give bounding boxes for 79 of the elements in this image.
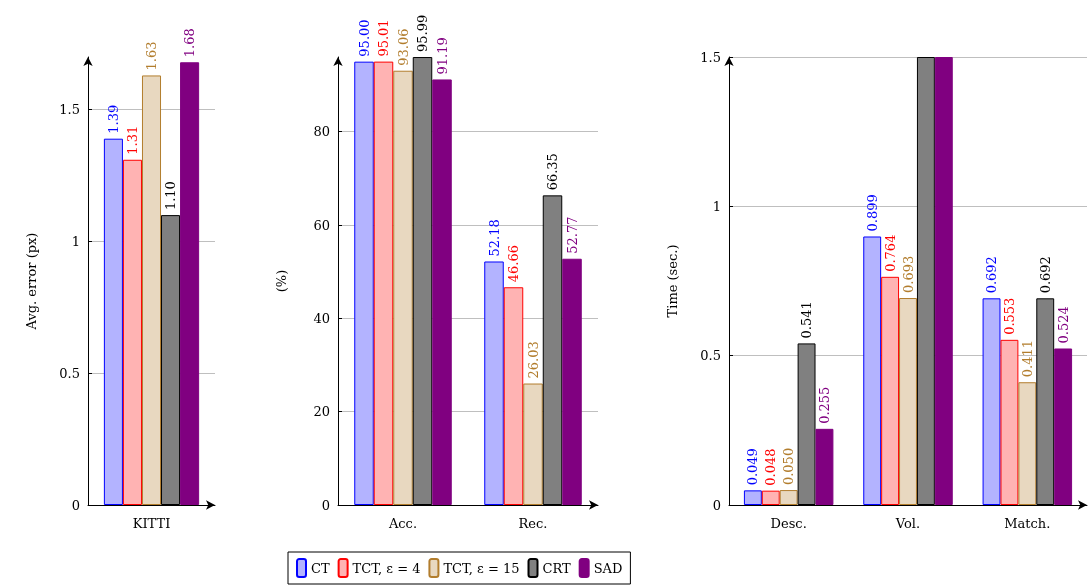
- data-label: 1.10: [163, 181, 179, 211]
- y-tick-label: 80: [313, 124, 330, 140]
- bar: [503, 287, 524, 505]
- y-tick-label: 1.5: [59, 102, 80, 118]
- x-tick-label: Rec.: [518, 516, 548, 531]
- data-label: 0.524: [1055, 306, 1071, 344]
- data-label: 0.048: [763, 448, 779, 486]
- data-label: 1.31: [124, 125, 140, 155]
- bar: [432, 79, 452, 505]
- bar: [1054, 348, 1073, 505]
- legend-label: TCT, ε = 4: [352, 560, 421, 576]
- data-label: 52.77: [564, 216, 580, 254]
- legend-label: TCT, ε = 15: [443, 560, 520, 576]
- bar: [743, 490, 762, 505]
- y-axis-title: Time (sec.): [665, 244, 680, 318]
- bar: [122, 159, 142, 505]
- data-label: 0.764: [882, 234, 898, 272]
- x-tick-label: Match.: [1004, 516, 1051, 531]
- data-label: 93.06: [395, 28, 411, 66]
- data-label: 95.00: [356, 19, 372, 57]
- x-tick-label: Vol.: [894, 516, 921, 531]
- bar: [373, 61, 394, 505]
- data-label: 0.255: [816, 386, 832, 424]
- y-tick-label: 1: [712, 198, 721, 214]
- y-tick-label: 60: [313, 217, 330, 233]
- data-label: 46.66: [506, 245, 521, 283]
- bar: [761, 490, 780, 505]
- y-tick-label: 0.5: [700, 348, 721, 364]
- bar: [523, 383, 543, 505]
- bar: [103, 138, 123, 505]
- data-label: 26.03: [525, 341, 541, 379]
- x-tick-label: Acc.: [387, 516, 418, 531]
- y-tick-label: 0: [71, 497, 80, 513]
- y-tick-label: 20: [313, 404, 330, 420]
- data-label: 0.553: [1001, 297, 1017, 335]
- bar: [934, 57, 953, 505]
- y-tick-label: 40: [313, 310, 330, 326]
- bar: [982, 298, 1001, 505]
- bar: [1000, 339, 1019, 505]
- data-label: 52.18: [486, 219, 502, 257]
- data-label: 0.899: [864, 194, 880, 232]
- y-tick-label: 1.5: [700, 49, 721, 65]
- bar: [815, 428, 834, 505]
- data-label: 0.692: [984, 256, 1000, 294]
- data-label: 1.63: [144, 41, 159, 71]
- data-label: 0.692: [1037, 256, 1053, 294]
- data-label: 91.19: [434, 37, 450, 75]
- y-tick-label: 0: [321, 497, 330, 513]
- y-tick-label: 0: [712, 497, 721, 513]
- data-label: 66.35: [545, 153, 560, 191]
- legend-label: CT: [311, 560, 330, 576]
- bar: [562, 258, 582, 505]
- data-label: 0.541: [799, 301, 815, 339]
- legend-label: SAD: [593, 560, 623, 576]
- y-axis-title: Avg. error (px): [24, 232, 39, 331]
- data-label: 95.01: [376, 19, 391, 57]
- y-tick-label: 1: [71, 233, 80, 249]
- bar: [881, 276, 900, 505]
- legend-label: CRT: [542, 560, 572, 576]
- data-label: 1.39: [105, 104, 121, 134]
- bar: [1018, 382, 1037, 505]
- x-tick-label: KITTI: [132, 516, 171, 531]
- data-label: 1.68: [182, 28, 198, 58]
- bar: [899, 298, 917, 505]
- bar: [779, 490, 798, 505]
- data-label: 0.693: [900, 255, 916, 294]
- y-tick-label: 0.5: [59, 365, 80, 381]
- bar: [180, 62, 200, 505]
- x-tick-label: Desc.: [770, 516, 807, 531]
- bar: [354, 61, 374, 505]
- data-label: 0.411: [1019, 340, 1035, 378]
- data-label: 0.050: [781, 447, 797, 486]
- bar: [863, 236, 882, 505]
- data-label: 0.049: [745, 448, 761, 486]
- data-label: 95.99: [415, 14, 430, 53]
- bar: [484, 261, 504, 505]
- bar: [393, 70, 413, 505]
- bar: [141, 75, 162, 505]
- y-axis-title: (%): [274, 269, 289, 293]
